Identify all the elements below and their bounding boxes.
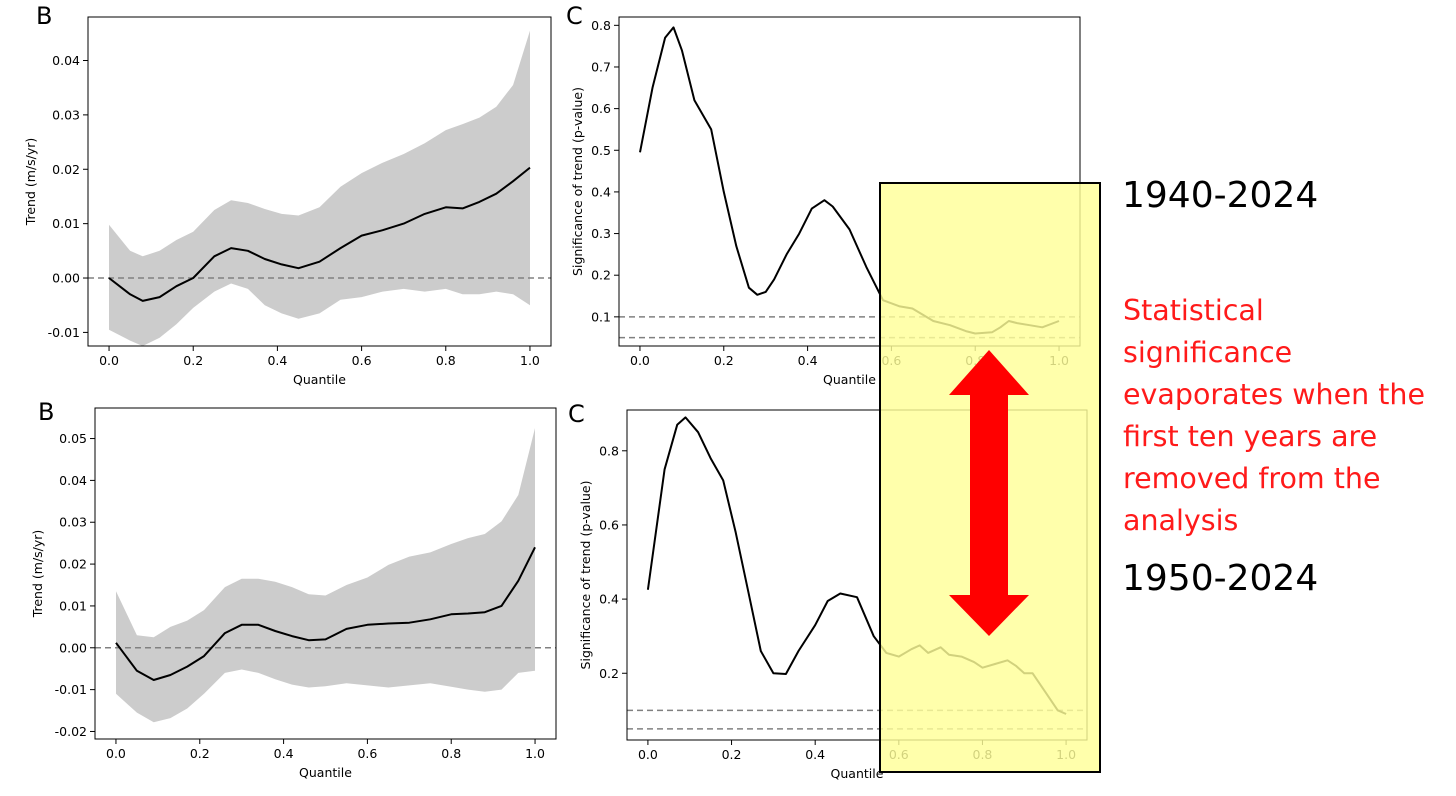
- bottom-trend-x-tick-label-0: 0.0: [106, 746, 126, 761]
- significance-annotation: Statistical significance evaporates when…: [1123, 294, 1425, 537]
- bottom-pvalue-y-axis-label: Significance of trend (p-value): [578, 481, 593, 670]
- bottom-trend-series-line-0: [115, 546, 536, 681]
- bottom-pvalue-panel-letter: C: [568, 400, 585, 428]
- top-trend-y-tick-label-1: 0.00: [52, 271, 80, 286]
- bottom-trend-x-tick-label-3: 0.6: [357, 746, 377, 761]
- top-trend-y-axis-label: Trend (m/s/yr): [23, 138, 38, 227]
- top-pvalue-y-tick-label-2: 0.3: [591, 226, 611, 241]
- bottom-trend-confidence-band: [116, 428, 535, 723]
- top-trend-x-tick-label-5: 1.0: [520, 353, 540, 368]
- period-label-1950-2024: 1950-2024: [1122, 558, 1319, 599]
- top-trend-panel-letter: B: [36, 2, 52, 30]
- top-trend-y-tick-label-4: 0.03: [52, 107, 80, 122]
- bottom-trend-y-axis-label: Trend (m/s/yr): [30, 530, 45, 619]
- period-label-1940-2024: 1940-2024: [1122, 175, 1319, 216]
- top-trend-y-tick-label-5: 0.04: [52, 53, 80, 68]
- bottom-trend-y-tick-label-4: 0.02: [59, 557, 87, 572]
- top-pvalue-y-tick-label-3: 0.4: [591, 184, 611, 199]
- top-trend-x-axis-label: Quantile: [293, 372, 346, 387]
- bottom-trend-y-tick-label-3: 0.01: [59, 598, 87, 613]
- top-pvalue-x-tick-label-1: 0.2: [714, 353, 734, 368]
- top-trend-y-tick-label-2: 0.01: [52, 216, 80, 231]
- top-pvalue-y-tick-label-1: 0.2: [591, 268, 611, 283]
- bottom-trend-y-tick-label-2: 0.00: [59, 640, 87, 655]
- top-trend-x-tick-label-4: 0.8: [436, 353, 456, 368]
- top-trend-y-tick-label-3: 0.02: [52, 162, 80, 177]
- top-trend-series-line-0: [108, 166, 531, 302]
- top-pvalue-y-axis-label: Significance of trend (p-value): [570, 87, 585, 276]
- top-trend-x-tick-label-3: 0.6: [352, 353, 372, 368]
- top-pvalue-x-tick-label-0: 0.0: [630, 353, 650, 368]
- bottom-trend-y-tick-label-6: 0.04: [59, 473, 87, 488]
- chart-top-trend: 0.0 0.2 0.4 0.6 0.8 1.0 -0.01 0.00 0.01 0.02 0.03 0…: [23, 2, 552, 387]
- bottom-trend-x-axis-label: Quantile: [299, 765, 352, 780]
- chart-bottom-trend: 0.0 0.2 0.4 0.6 0.8 1.0 -0.02 -0.01 0.00 0.01 0.02…: [30, 398, 557, 780]
- bottom-trend-x-tick-label-5: 1.0: [525, 746, 545, 761]
- bottom-trend-x-tick-label-4: 0.8: [441, 746, 461, 761]
- top-pvalue-y-tick-label-6: 0.7: [591, 59, 611, 74]
- bottom-pvalue-x-tick-label-0: 0.0: [638, 747, 658, 762]
- top-trend-plot-frame: [87, 16, 552, 347]
- top-pvalue-y-tick-label-7: 0.8: [591, 18, 611, 33]
- bottom-trend-x-tick-label-1: 0.2: [190, 746, 210, 761]
- top-trend-confidence-band: [109, 30, 530, 346]
- top-trend-y-tick-label-0: -0.01: [48, 325, 80, 340]
- double-arrow-icon: [949, 350, 1029, 636]
- bottom-pvalue-x-tick-label-1: 0.2: [722, 747, 742, 762]
- top-pvalue-plot-frame: [618, 16, 1081, 347]
- top-trend-x-tick-label-2: 0.4: [267, 353, 287, 368]
- bottom-trend-y-tick-label-5: 0.03: [59, 515, 87, 530]
- bottom-pvalue-y-tick-label-0: 0.2: [599, 666, 619, 681]
- bottom-pvalue-y-tick-label-1: 0.4: [599, 592, 619, 607]
- top-pvalue-x-axis-label: Quantile: [823, 372, 876, 387]
- bottom-trend-plot-frame: [94, 407, 557, 740]
- top-pvalue-y-tick-label-0: 0.1: [591, 309, 611, 324]
- top-pvalue-panel-letter: C: [566, 2, 583, 30]
- bottom-pvalue-x-axis-label: Quantile: [831, 766, 884, 781]
- top-pvalue-x-tick-label-2: 0.4: [798, 353, 818, 368]
- bottom-trend-y-tick-label-1: -0.01: [55, 682, 87, 697]
- bottom-trend-x-tick-label-2: 0.4: [274, 746, 294, 761]
- top-trend-x-tick-label-0: 0.0: [99, 353, 119, 368]
- bottom-trend-y-tick-label-7: 0.05: [59, 431, 87, 446]
- bottom-trend-y-tick-label-0: -0.02: [55, 724, 87, 739]
- top-pvalue-y-tick-label-4: 0.5: [591, 143, 611, 158]
- bottom-trend-panel-letter: B: [38, 398, 54, 426]
- bottom-pvalue-x-tick-label-2: 0.4: [805, 747, 825, 762]
- top-pvalue-y-tick-label-5: 0.6: [591, 101, 611, 116]
- bottom-pvalue-y-tick-label-3: 0.8: [599, 443, 619, 458]
- top-trend-x-tick-label-1: 0.2: [183, 353, 203, 368]
- bottom-pvalue-y-tick-label-2: 0.6: [599, 517, 619, 532]
